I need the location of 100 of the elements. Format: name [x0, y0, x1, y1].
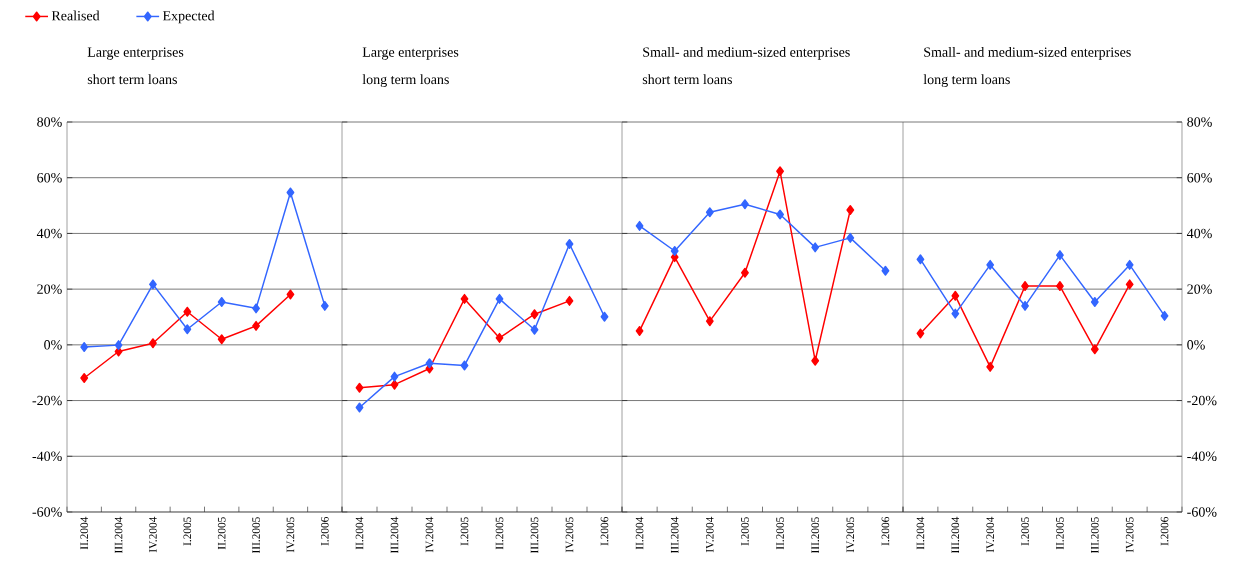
point [705, 316, 714, 327]
point [776, 209, 784, 220]
point [951, 290, 960, 301]
point [217, 334, 226, 345]
x-tick-label: III.2004 [114, 516, 123, 554]
point [1160, 310, 1169, 321]
chart-title: Small- and medium-sized enterprises [924, 46, 1131, 60]
x-tick-label: IV.2004 [425, 516, 434, 553]
y-tick-label: 40% [1186, 228, 1212, 239]
chart-subtitle: long term loans [362, 74, 449, 88]
x-tick-label: III.2004 [390, 516, 399, 554]
point [635, 325, 644, 336]
point [425, 358, 434, 369]
point [565, 239, 574, 250]
point [217, 296, 226, 307]
x-tick-label: II.2004 [916, 516, 925, 550]
x-tick-label: II.2004 [635, 516, 644, 550]
x-tick-label: I.2005 [741, 517, 749, 546]
x-tick-label: II.2005 [1056, 517, 1064, 550]
x-tick-label: IV.2005 [1125, 517, 1134, 553]
x-tick-label: II.2005 [495, 517, 504, 550]
point [670, 245, 679, 256]
point [183, 306, 192, 317]
x-tick-label: I.2005 [1021, 517, 1029, 546]
point [495, 332, 504, 343]
y-tick-label: 20% [37, 284, 62, 294]
point [705, 207, 714, 218]
x-tick-label: I.2006 [1160, 517, 1169, 546]
chart-subtitle: short term loans [642, 74, 732, 85]
x-tick-label: III.2004 [951, 516, 960, 554]
point [80, 342, 89, 353]
point [1125, 279, 1134, 290]
y-tick-label: -40% [1187, 451, 1217, 462]
point [460, 360, 469, 371]
y-tick-label: -60% [32, 507, 62, 517]
point [460, 293, 469, 304]
y-tick-label: -20% [1187, 395, 1217, 406]
point [390, 379, 399, 390]
x-tick-label: I.2006 [320, 517, 329, 546]
x-tick-label: II.2005 [776, 517, 784, 550]
point [1021, 300, 1029, 311]
y-tick-label: -40% [32, 451, 62, 462]
point [776, 166, 784, 177]
x-tick-label: I.2006 [600, 517, 609, 546]
y-tick-label: 20% [1187, 284, 1212, 294]
point [600, 311, 609, 322]
chart-subtitle: long term loans [923, 74, 1010, 88]
y-tick-label: 60% [1187, 172, 1212, 183]
x-tick-label: I.2005 [183, 517, 192, 546]
point [530, 324, 539, 335]
point [811, 242, 820, 253]
y-tick-label: -60% [1187, 507, 1217, 517]
x-tick-label: IV.2004 [149, 516, 157, 553]
point [635, 220, 644, 231]
x-tick-label: IV.2005 [286, 517, 295, 553]
point [495, 293, 504, 304]
point [1021, 281, 1029, 292]
x-tick-label: III.2005 [530, 517, 539, 554]
point [355, 382, 364, 393]
point [286, 289, 295, 300]
point [916, 254, 925, 265]
point [80, 372, 89, 383]
y-tick-label: -20% [32, 395, 62, 406]
point [846, 205, 855, 216]
point [916, 328, 925, 339]
point [1090, 296, 1099, 307]
x-tick-label: IV.2004 [986, 516, 995, 553]
chart-title: Large enterprises [362, 47, 459, 60]
x-tick-label: III.2005 [252, 517, 260, 554]
point [846, 232, 855, 243]
x-tick-label: II.2004 [355, 516, 364, 550]
point [881, 265, 890, 276]
x-tick-label: I.2005 [460, 517, 469, 546]
legend-label: Realised [51, 10, 100, 21]
y-tick-label: 0% [1187, 340, 1205, 350]
point [530, 309, 539, 320]
point [320, 300, 329, 311]
point [1090, 344, 1099, 355]
point [986, 259, 995, 270]
y-tick-label: 80% [1187, 117, 1212, 127]
point [286, 187, 295, 198]
x-tick-label: I.2006 [881, 517, 890, 546]
point [149, 338, 157, 349]
point [1055, 281, 1064, 292]
x-tick-label: IV.2005 [846, 517, 855, 553]
point [1055, 250, 1064, 261]
x-tick-label: III.2005 [1090, 517, 1099, 554]
point [183, 324, 192, 335]
point [149, 279, 157, 290]
point [741, 267, 749, 278]
x-tick-label: IV.2004 [705, 516, 714, 553]
point [951, 308, 960, 319]
y-tick-label: 80% [37, 117, 62, 127]
point [1125, 259, 1134, 270]
y-tick-label: 0% [44, 340, 62, 350]
point [114, 340, 123, 351]
y-tick-label: 40% [36, 228, 62, 239]
point [355, 402, 364, 413]
point [252, 320, 261, 331]
chart-title: Small- and medium-sized enterprises [643, 46, 850, 60]
